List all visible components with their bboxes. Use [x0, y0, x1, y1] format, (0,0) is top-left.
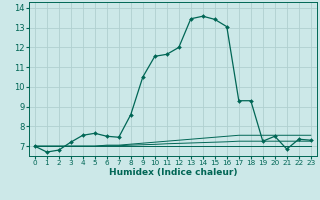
X-axis label: Humidex (Indice chaleur): Humidex (Indice chaleur)	[108, 168, 237, 177]
